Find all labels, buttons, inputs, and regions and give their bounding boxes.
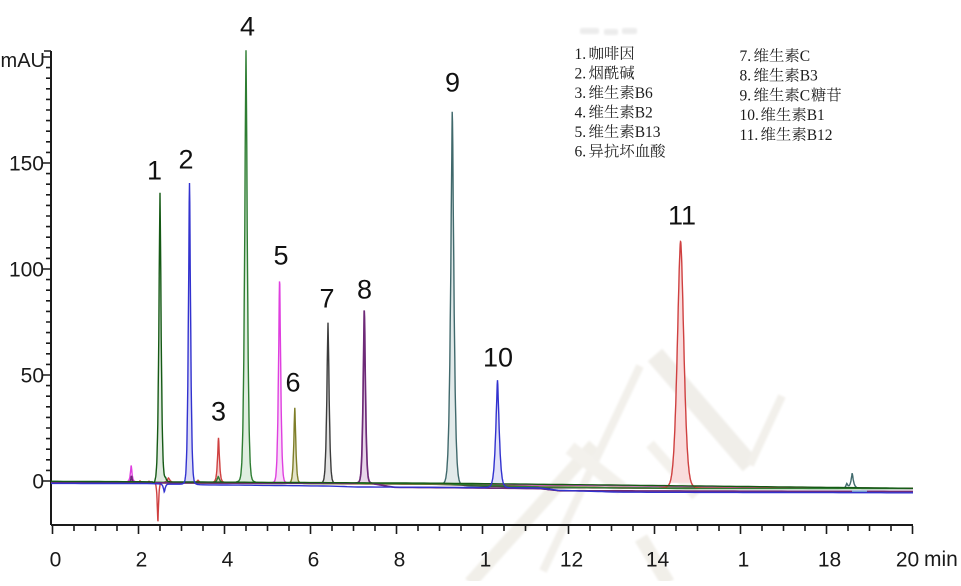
svg-text:1: 1 bbox=[147, 156, 162, 186]
svg-text:3.: 3. bbox=[575, 85, 587, 102]
svg-text:9: 9 bbox=[445, 68, 460, 98]
svg-text:8: 8 bbox=[357, 275, 372, 305]
svg-text:6.: 6. bbox=[575, 144, 587, 161]
svg-text:1: 1 bbox=[738, 549, 750, 572]
svg-text:1.: 1. bbox=[575, 46, 587, 63]
svg-text:150: 150 bbox=[9, 153, 44, 176]
svg-text:C: C bbox=[800, 87, 810, 104]
svg-text:10: 10 bbox=[483, 343, 513, 373]
svg-text:18: 18 bbox=[818, 549, 841, 572]
svg-text:50: 50 bbox=[21, 365, 44, 388]
svg-text:100: 100 bbox=[9, 259, 44, 282]
svg-text:2.: 2. bbox=[575, 65, 587, 82]
svg-text:mAU: mAU bbox=[1, 50, 45, 72]
svg-text:20: 20 bbox=[896, 549, 919, 572]
svg-text:11.: 11. bbox=[740, 127, 759, 144]
svg-text:4: 4 bbox=[240, 12, 255, 42]
svg-text:0: 0 bbox=[50, 549, 62, 572]
svg-text:11: 11 bbox=[668, 201, 696, 231]
svg-text:min: min bbox=[924, 548, 958, 571]
svg-text:C: C bbox=[800, 48, 810, 65]
svg-text:4: 4 bbox=[222, 549, 234, 572]
svg-text:5.: 5. bbox=[575, 124, 587, 141]
svg-text:B12: B12 bbox=[807, 127, 833, 144]
svg-text:8.: 8. bbox=[740, 68, 752, 85]
svg-text:6: 6 bbox=[308, 549, 320, 572]
svg-text:2: 2 bbox=[136, 549, 148, 572]
svg-text:B1: B1 bbox=[807, 107, 825, 124]
svg-text:8: 8 bbox=[394, 549, 406, 572]
svg-text:B2: B2 bbox=[635, 104, 653, 121]
svg-text:12: 12 bbox=[560, 549, 583, 572]
svg-text:B3: B3 bbox=[800, 68, 818, 85]
svg-text:14: 14 bbox=[646, 549, 670, 572]
svg-text:B13: B13 bbox=[635, 124, 661, 141]
svg-text:7: 7 bbox=[319, 284, 334, 314]
svg-text:5: 5 bbox=[273, 241, 288, 271]
svg-text:B6: B6 bbox=[635, 85, 653, 102]
svg-text:7.: 7. bbox=[740, 48, 752, 65]
svg-text:3: 3 bbox=[211, 397, 226, 427]
svg-text:10.: 10. bbox=[740, 107, 759, 124]
svg-text:0: 0 bbox=[32, 471, 44, 494]
svg-text:6: 6 bbox=[285, 368, 300, 398]
svg-text:2: 2 bbox=[178, 145, 193, 175]
svg-text:1: 1 bbox=[480, 549, 492, 572]
svg-text:9.: 9. bbox=[740, 87, 752, 104]
svg-text:4.: 4. bbox=[575, 104, 587, 121]
